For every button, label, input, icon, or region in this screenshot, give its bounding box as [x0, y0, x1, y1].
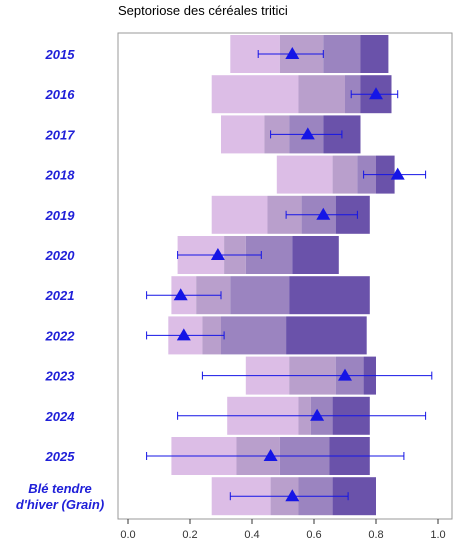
row-8: 2023	[45, 356, 433, 395]
row-label-7: 2022	[45, 328, 76, 343]
x-axis: 0.0 0.2 0.4 0.6 0.8 1.0	[120, 519, 446, 541]
row-5: 2020	[45, 236, 339, 274]
point-marker-8	[338, 368, 352, 381]
row-10: 2025	[45, 437, 405, 475]
row-label-8: 2023	[45, 369, 76, 384]
plot-frame	[117, 32, 453, 520]
band-6-3	[289, 276, 370, 315]
row-6: 2021	[45, 276, 370, 315]
point-marker-9	[310, 408, 325, 421]
row-4: 2019	[45, 195, 370, 234]
band-3-0	[276, 155, 333, 194]
row-label-6: 2021	[45, 288, 75, 303]
row-9: 2024	[45, 396, 427, 435]
point-marker-4	[316, 207, 331, 220]
row-0: 2015	[45, 35, 389, 73]
row-label-3: 2018	[45, 168, 76, 183]
row-1: 2016	[45, 75, 399, 114]
chart-title: Septoriose des céréales tritici	[118, 3, 288, 18]
band-7-3	[286, 316, 367, 355]
x-tick-label-4: 0.8	[368, 529, 383, 541]
row-label-10: 2025	[45, 449, 76, 464]
row-label-11: Blé tendre d'hiver (Grain)	[16, 481, 104, 512]
row-label-4: 2019	[45, 208, 76, 223]
point-marker-1	[369, 87, 383, 100]
band-7-2	[221, 316, 287, 355]
point-marker-5	[210, 248, 225, 260]
band-1-1	[298, 75, 345, 114]
band-2-0	[221, 115, 265, 154]
x-tick-label-1: 0.2	[182, 529, 197, 541]
band-0-3	[360, 35, 389, 73]
row-3: 2018	[45, 155, 427, 194]
x-tick-label-0: 0.0	[120, 529, 135, 541]
point-marker-7	[176, 328, 191, 341]
row-label-5: 2020	[45, 248, 76, 263]
row-2: 2017	[45, 115, 361, 154]
band-0-2	[323, 35, 361, 73]
point-marker-2	[300, 127, 315, 140]
x-tick-label-3: 0.6	[306, 529, 321, 541]
rows: 2015 2016 2017 2018 2019 2020 2021 2022 2023 2024…	[16, 35, 433, 516]
row-7: 2022	[45, 316, 367, 355]
point-marker-6	[173, 288, 188, 301]
row-label-1: 2016	[45, 87, 76, 102]
band-3-1	[332, 155, 358, 194]
point-marker-10	[263, 449, 278, 461]
x-tick-label-5: 1.0	[430, 529, 445, 541]
band-4-0	[211, 195, 268, 234]
band-6-2	[230, 276, 290, 315]
row-label-0: 2015	[45, 47, 76, 62]
point-marker-3	[390, 167, 405, 180]
band-5-3	[292, 236, 339, 274]
band-1-0	[211, 75, 299, 114]
row-label-2: 2017	[45, 127, 76, 142]
point-marker-0	[285, 47, 300, 59]
point-marker-11	[285, 489, 300, 502]
x-tick-label-2: 0.4	[244, 529, 259, 541]
row-label-9: 2024	[45, 409, 76, 424]
row-11: Blé tendre d'hiver (Grain)	[16, 477, 376, 516]
